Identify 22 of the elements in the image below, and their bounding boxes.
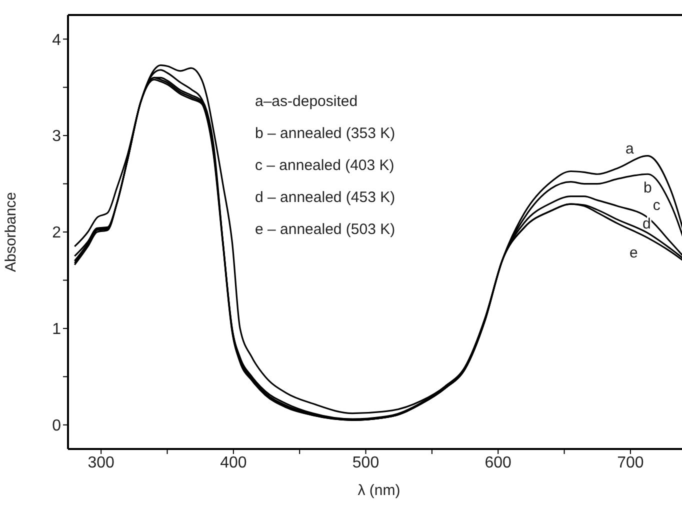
series-label: a: [625, 140, 634, 158]
y-tick-label: 1: [52, 321, 62, 338]
x-axis-title: λ (nm): [358, 482, 400, 499]
series-label: e: [629, 244, 638, 262]
y-tick-label: 4: [52, 32, 62, 49]
annotation: c – annealed (403 K): [255, 156, 396, 176]
annotation: a–as-deposited: [255, 92, 359, 112]
series-label: c: [652, 197, 661, 214]
y-tick-label: 2: [52, 224, 62, 242]
series-label: b: [643, 180, 652, 197]
x-tick-label: 300: [88, 454, 115, 472]
y-tick-label: 3: [52, 128, 62, 146]
series-label: d: [642, 215, 651, 232]
x-tick-label: 400: [220, 454, 247, 472]
annotation: b – annealed (353 K): [255, 124, 396, 144]
y-axis-title: Absorbance: [2, 192, 20, 272]
x-tick-label: 500: [352, 454, 380, 472]
y-tick-label: 0: [52, 418, 62, 435]
x-tick-label: 600: [484, 454, 512, 472]
x-tick-label: 700: [617, 454, 644, 472]
annotation: e – annealed (503 K): [255, 220, 396, 240]
annotation: d – annealed (453 K): [255, 188, 396, 208]
